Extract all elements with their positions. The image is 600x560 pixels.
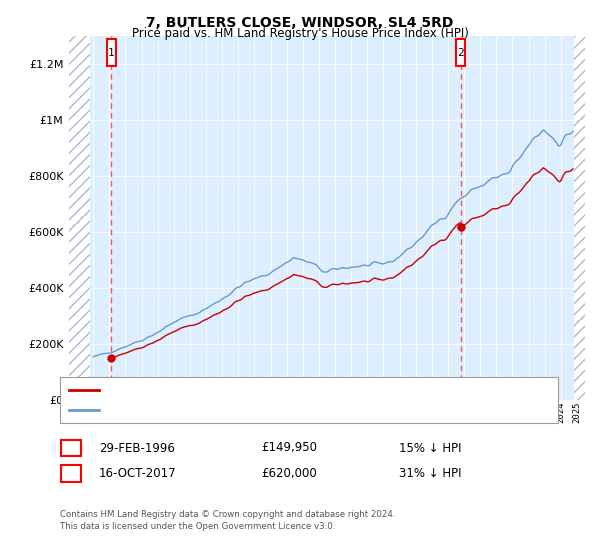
Text: 1: 1 xyxy=(68,441,74,455)
Text: 31% ↓ HPI: 31% ↓ HPI xyxy=(399,466,461,480)
Text: 16-OCT-2017: 16-OCT-2017 xyxy=(99,466,176,480)
Text: 7, BUTLERS CLOSE, WINDSOR, SL4 5RD: 7, BUTLERS CLOSE, WINDSOR, SL4 5RD xyxy=(146,16,454,30)
Text: Contains HM Land Registry data © Crown copyright and database right 2024.: Contains HM Land Registry data © Crown c… xyxy=(60,510,395,519)
Text: 29-FEB-1996: 29-FEB-1996 xyxy=(99,441,175,455)
Text: 2: 2 xyxy=(457,48,464,58)
Text: Price paid vs. HM Land Registry's House Price Index (HPI): Price paid vs. HM Land Registry's House … xyxy=(131,27,469,40)
Text: This data is licensed under the Open Government Licence v3.0.: This data is licensed under the Open Gov… xyxy=(60,522,335,531)
Text: 2: 2 xyxy=(68,466,74,480)
Text: 1: 1 xyxy=(108,48,115,58)
FancyBboxPatch shape xyxy=(107,39,116,67)
Text: 15% ↓ HPI: 15% ↓ HPI xyxy=(399,441,461,455)
Text: £620,000: £620,000 xyxy=(261,466,317,480)
Text: 7, BUTLERS CLOSE, WINDSOR, SL4 5RD (detached house): 7, BUTLERS CLOSE, WINDSOR, SL4 5RD (deta… xyxy=(105,385,406,395)
Text: £149,950: £149,950 xyxy=(261,441,317,455)
Text: HPI: Average price, detached house, Windsor and Maidenhead: HPI: Average price, detached house, Wind… xyxy=(105,405,430,415)
Bar xyxy=(574,36,585,400)
Bar xyxy=(69,36,91,400)
FancyBboxPatch shape xyxy=(456,39,465,67)
